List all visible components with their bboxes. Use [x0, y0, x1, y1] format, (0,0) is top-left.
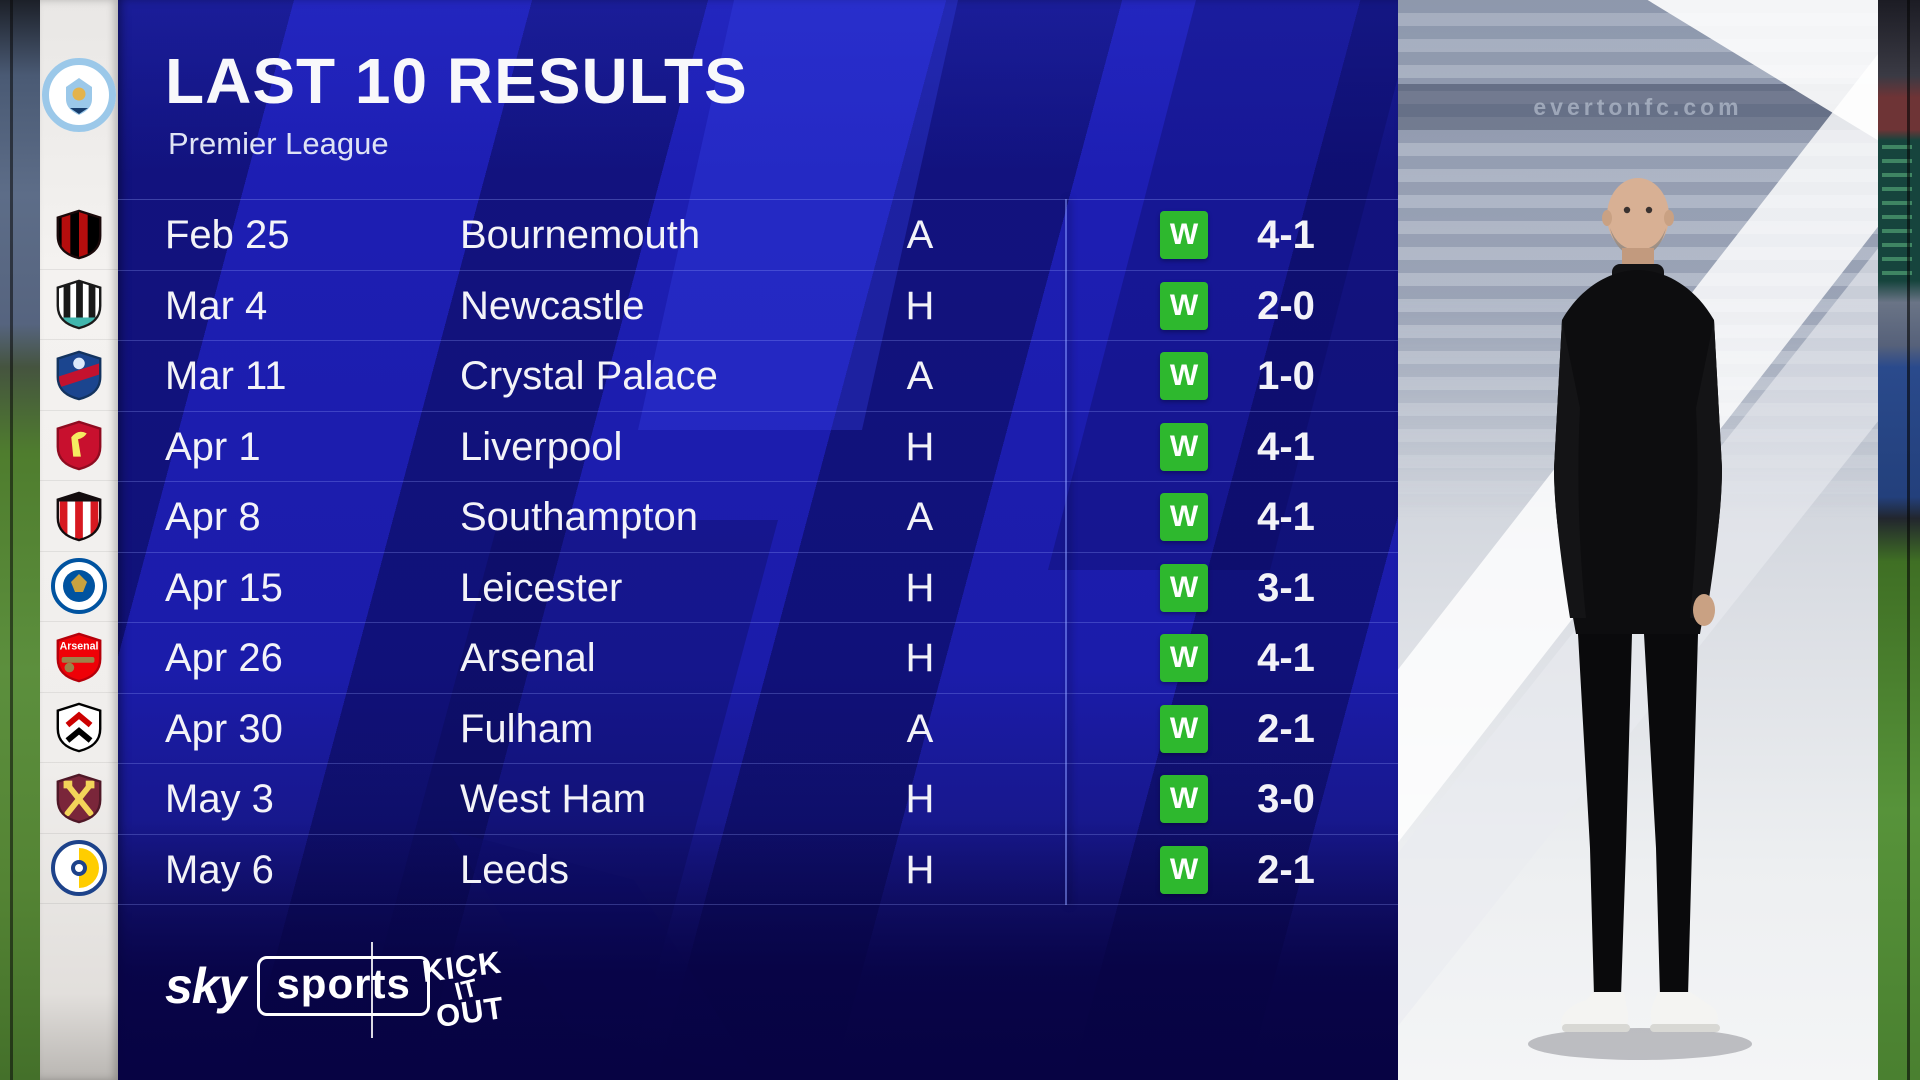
match-date: Apr 30 [165, 706, 283, 751]
badge-manchester-city-icon [40, 52, 118, 138]
match-score: 1-0 [1257, 354, 1315, 398]
win-badge: W [1160, 845, 1208, 894]
sky-wordmark: sky [165, 958, 246, 1014]
video-seam-left [10, 0, 13, 1080]
home-away-flag: A [906, 706, 934, 751]
match-date: Mar 4 [165, 283, 268, 328]
result-row: Mar 11 Crystal Palace A W 1-0 [118, 341, 1398, 412]
result-row: May 6 Leeds H W 2-1 [118, 835, 1398, 905]
svg-text:Arsenal: Arsenal [60, 640, 99, 652]
result-row: Feb 25 Bournemouth A W 4-1 [118, 200, 1398, 271]
results-panel: LAST 10 RESULTS Premier League Feb 25 Bo… [118, 0, 1418, 1080]
badge-leicester-icon [40, 552, 118, 622]
opponent-name: Crystal Palace [460, 354, 718, 398]
win-badge: W [1160, 563, 1208, 612]
result-row: May 3 West Ham H W 3-0 [118, 764, 1398, 835]
win-badge: W [1160, 775, 1208, 823]
badge-west-ham-icon [40, 763, 118, 834]
result-row: Apr 15 Leicester H W 3-1 [118, 553, 1398, 623]
video-feed-right-edge [1878, 0, 1920, 1080]
match-date: Apr 8 [165, 495, 261, 539]
badge-liverpool-icon [40, 411, 118, 481]
home-away-flag: H [905, 565, 935, 610]
match-date: May 6 [165, 847, 274, 892]
sky-sports-logo: sky sports [165, 954, 430, 1018]
result-row: Apr 1 Liverpool H W 4-1 [118, 412, 1398, 482]
match-score: 4-1 [1257, 495, 1315, 539]
badge-arsenal-icon: Arsenal [40, 622, 118, 693]
win-badge: W [1160, 281, 1208, 330]
home-away-flag: A [906, 495, 934, 539]
result-row: Apr 26 Arsenal H W 4-1 [118, 623, 1398, 694]
match-date: Apr 15 [165, 565, 283, 610]
match-date: Apr 26 [165, 636, 283, 680]
result-row: Apr 30 Fulham A W 2-1 [118, 694, 1398, 764]
match-score: 4-1 [1257, 213, 1315, 257]
video-seam-right [1907, 0, 1910, 1080]
match-date: Mar 11 [165, 354, 287, 398]
results-table: Feb 25 Bournemouth A W 4-1 Mar 4 Newcast… [118, 199, 1398, 905]
match-date: Feb 25 [165, 213, 290, 257]
win-badge: W [1160, 422, 1208, 471]
column-divider [1065, 199, 1067, 905]
opponent-name: Newcastle [460, 283, 645, 328]
home-away-flag: H [905, 777, 935, 821]
match-date: Apr 1 [165, 424, 261, 469]
match-score: 4-1 [1257, 636, 1315, 680]
sports-wordmark: sports [257, 956, 430, 1016]
match-score: 2-1 [1257, 706, 1315, 751]
kick-it-out-line: OUT [433, 990, 507, 1035]
match-score: 2-1 [1257, 847, 1315, 892]
opponent-name: Leicester [460, 565, 623, 610]
stadium-ad-band: evertonfc.com [1398, 84, 1878, 130]
opponent-name: Bournemouth [460, 213, 701, 257]
logo-divider [371, 942, 373, 1038]
badge-crystal-palace-icon [40, 340, 118, 411]
kick-it-out-logo: KICK IT OUT [406, 930, 526, 1050]
match-date: May 3 [165, 777, 274, 821]
badge-leeds-icon [40, 834, 118, 904]
win-badge: W [1160, 352, 1208, 400]
result-row: Mar 4 Newcastle H W 2-0 [118, 271, 1398, 341]
manager-photo-panel: evertonfc.com [1398, 0, 1878, 1080]
opponent-name: Southampton [460, 495, 698, 539]
badge-newcastle-icon [40, 270, 118, 340]
win-badge: W [1160, 704, 1208, 753]
opponent-name: Liverpool [460, 424, 623, 469]
match-score: 2-0 [1257, 283, 1315, 328]
opponent-name: Leeds [460, 847, 569, 892]
badge-bournemouth-icon [40, 199, 118, 270]
win-badge: W [1160, 634, 1208, 682]
badge-fulham-icon [40, 693, 118, 763]
win-badge: W [1160, 211, 1208, 259]
stadium-ad-text: evertonfc.com [1533, 93, 1743, 120]
home-away-flag: A [906, 213, 934, 257]
manager-portrait [1500, 158, 1776, 1078]
win-badge: W [1160, 493, 1208, 541]
badge-southampton-icon [40, 481, 118, 552]
footer-logos: sky sports KICK IT OUT [118, 940, 1398, 1060]
match-score: 3-0 [1257, 777, 1315, 821]
manager-figure [1528, 178, 1752, 1060]
page-title: LAST 10 RESULTS [165, 45, 748, 117]
home-away-flag: H [905, 847, 935, 892]
opponent-badge-column: Arsenal [40, 199, 118, 904]
video-feed-left-edge [0, 0, 40, 1080]
home-away-flag: H [905, 424, 935, 469]
opponent-name: Fulham [460, 706, 594, 751]
opponent-name: West Ham [460, 777, 646, 821]
home-away-flag: A [906, 354, 934, 398]
opponent-name: Arsenal [460, 636, 596, 680]
result-row: Apr 8 Southampton A W 4-1 [118, 482, 1398, 553]
home-away-flag: H [905, 283, 935, 328]
competition-subtitle: Premier League [168, 126, 389, 161]
match-score: 3-1 [1257, 565, 1315, 610]
match-score: 4-1 [1257, 424, 1315, 469]
home-away-flag: H [905, 636, 935, 680]
